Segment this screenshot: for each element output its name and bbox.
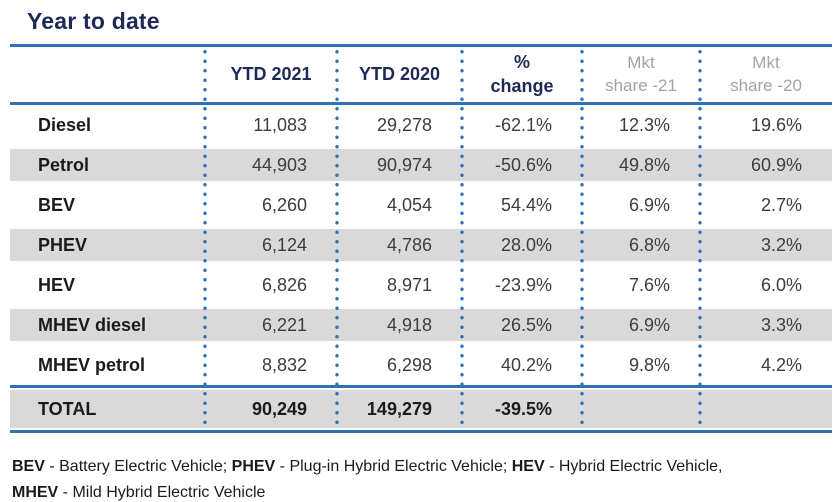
ytd-2020-value: 4,918	[386, 314, 432, 335]
mkt-share-20-value: 6.0%	[760, 274, 802, 295]
row-label: PHEV	[38, 234, 88, 255]
row-label: TOTAL	[38, 398, 97, 419]
header-ytd-2021: YTD 2021	[230, 63, 312, 84]
footnote-term-phev: PHEV	[231, 458, 276, 475]
mkt-share-21-value: 49.8%	[618, 154, 670, 175]
column-separator-dots	[460, 47, 464, 430]
mkt-share-21-value: 6.8%	[628, 234, 670, 255]
footnote-term-mhev: MHEV	[12, 484, 59, 501]
table-row-petrol: Petrol 44,903 90,974 -50.6% 49.8% 60.9%	[10, 145, 832, 185]
header-percent-change-line1: %	[513, 52, 530, 73]
percent-change-value: -62.1%	[494, 114, 552, 135]
mkt-share-21-value: 7.6%	[628, 274, 670, 295]
column-separator-dots	[698, 47, 702, 430]
header-mkt-share-21-line1: Mkt	[627, 53, 655, 73]
header-mkt-share-21: Mkt share -21	[582, 47, 700, 102]
ytd-2021-value: 6,826	[261, 274, 307, 295]
percent-change-value: 28.0%	[500, 234, 552, 255]
mkt-share-21-value: 12.3%	[618, 114, 670, 135]
mkt-share-20-value: 19.6%	[750, 114, 802, 135]
table-total-row: TOTAL 90,249 149,279 -39.5%	[10, 385, 832, 430]
mkt-share-20-value	[700, 388, 832, 430]
percent-change-value: -23.9%	[494, 274, 552, 295]
mkt-share-20-value: 3.3%	[760, 314, 802, 335]
ytd-2020-value: 90,974	[376, 154, 432, 175]
mkt-share-21-value: 9.8%	[628, 354, 670, 375]
ytd-2021-value: 11,083	[253, 114, 307, 135]
ytd-2020-value: 6,298	[386, 354, 432, 375]
row-label: MHEV diesel	[38, 314, 147, 335]
percent-change-value: 54.4%	[500, 194, 552, 215]
ytd-2021-value: 90,249	[251, 398, 307, 419]
ytd-2021-value: 6,221	[261, 314, 307, 335]
row-label: Petrol	[38, 154, 90, 175]
ytd-2021-value: 8,832	[261, 354, 307, 375]
table-row-phev: PHEV 6,124 4,786 28.0% 6.8% 3.2%	[10, 225, 832, 265]
percent-change-value: 26.5%	[500, 314, 552, 335]
ytd-2020-value: 8,971	[386, 274, 432, 295]
header-mkt-share-20-line2: share -20	[730, 75, 802, 95]
row-label: HEV	[38, 274, 76, 295]
header-mkt-share-21-line2: share -21	[605, 75, 677, 95]
footnote-def-phev: - Plug-in Hybrid Electric Vehicle;	[275, 458, 512, 475]
header-empty-cell	[10, 47, 205, 102]
mkt-share-21-value: 6.9%	[628, 314, 670, 335]
mkt-share-20-value: 2.7%	[760, 194, 802, 215]
abbreviation-footnote: BEV - Battery Electric Vehicle; PHEV - P…	[12, 454, 820, 502]
mkt-share-20-value: 3.2%	[760, 234, 802, 255]
footnote-def-bev: - Battery Electric Vehicle;	[44, 458, 232, 475]
mkt-share-20-value: 60.9%	[750, 154, 802, 175]
ytd-2020-value: 29,278	[376, 114, 432, 135]
table-row-diesel: Diesel 11,083 29,278 -62.1% 12.3% 19.6%	[10, 105, 832, 145]
ytd-2021-value: 6,124	[261, 234, 307, 255]
column-separator-dots	[580, 47, 584, 430]
header-percent-change-line2: change	[490, 75, 554, 96]
footnote-def-mhev: - Mild Hybrid Electric Vehicle	[58, 484, 266, 501]
table-row-mhev-petrol: MHEV petrol 8,832 6,298 40.2% 9.8% 4.2%	[10, 345, 832, 385]
ytd-2021-value: 44,903	[251, 154, 307, 175]
ytd-2020-value: 4,054	[386, 194, 432, 215]
footnote-def-hev: - Hybrid Electric Vehicle,	[544, 458, 723, 475]
table-header-row: YTD 2021 YTD 2020 % change Mkt share -21…	[10, 47, 832, 105]
page-title: Year to date	[27, 8, 160, 34]
row-label: MHEV petrol	[38, 354, 146, 375]
table-row-bev: BEV 6,260 4,054 54.4% 6.9% 2.7%	[10, 185, 832, 225]
mkt-share-20-value: 4.2%	[760, 354, 802, 375]
header-mkt-share-20-line1: Mkt	[752, 53, 780, 73]
ytd-2020-value: 4,786	[386, 234, 432, 255]
header-mkt-share-20: Mkt share -20	[700, 47, 832, 102]
footnote-term-bev: BEV	[12, 458, 45, 475]
percent-change-value: 40.2%	[500, 354, 552, 375]
percent-change-value: -39.5%	[494, 398, 552, 419]
footnote-term-hev: HEV	[511, 458, 545, 475]
column-separator-dots	[203, 47, 207, 430]
row-label: Diesel	[38, 114, 92, 135]
table-row-hev: HEV 6,826 8,971 -23.9% 7.6% 6.0%	[10, 265, 832, 305]
ytd-2021-value: 6,260	[261, 194, 307, 215]
table-row-mhev-diesel: MHEV diesel 6,221 4,918 26.5% 6.9% 3.3%	[10, 305, 832, 345]
ytd-registrations-table: YTD 2021 YTD 2020 % change Mkt share -21…	[10, 44, 832, 433]
ytd-2020-value: 149,279	[366, 398, 432, 419]
column-separator-dots	[335, 47, 339, 430]
header-ytd-2020: YTD 2020	[358, 63, 441, 84]
mkt-share-21-value	[582, 388, 700, 430]
mkt-share-21-value: 6.9%	[628, 194, 670, 215]
header-percent-change: % change	[462, 47, 582, 102]
percent-change-value: -50.6%	[494, 154, 552, 175]
row-label: BEV	[38, 194, 76, 215]
